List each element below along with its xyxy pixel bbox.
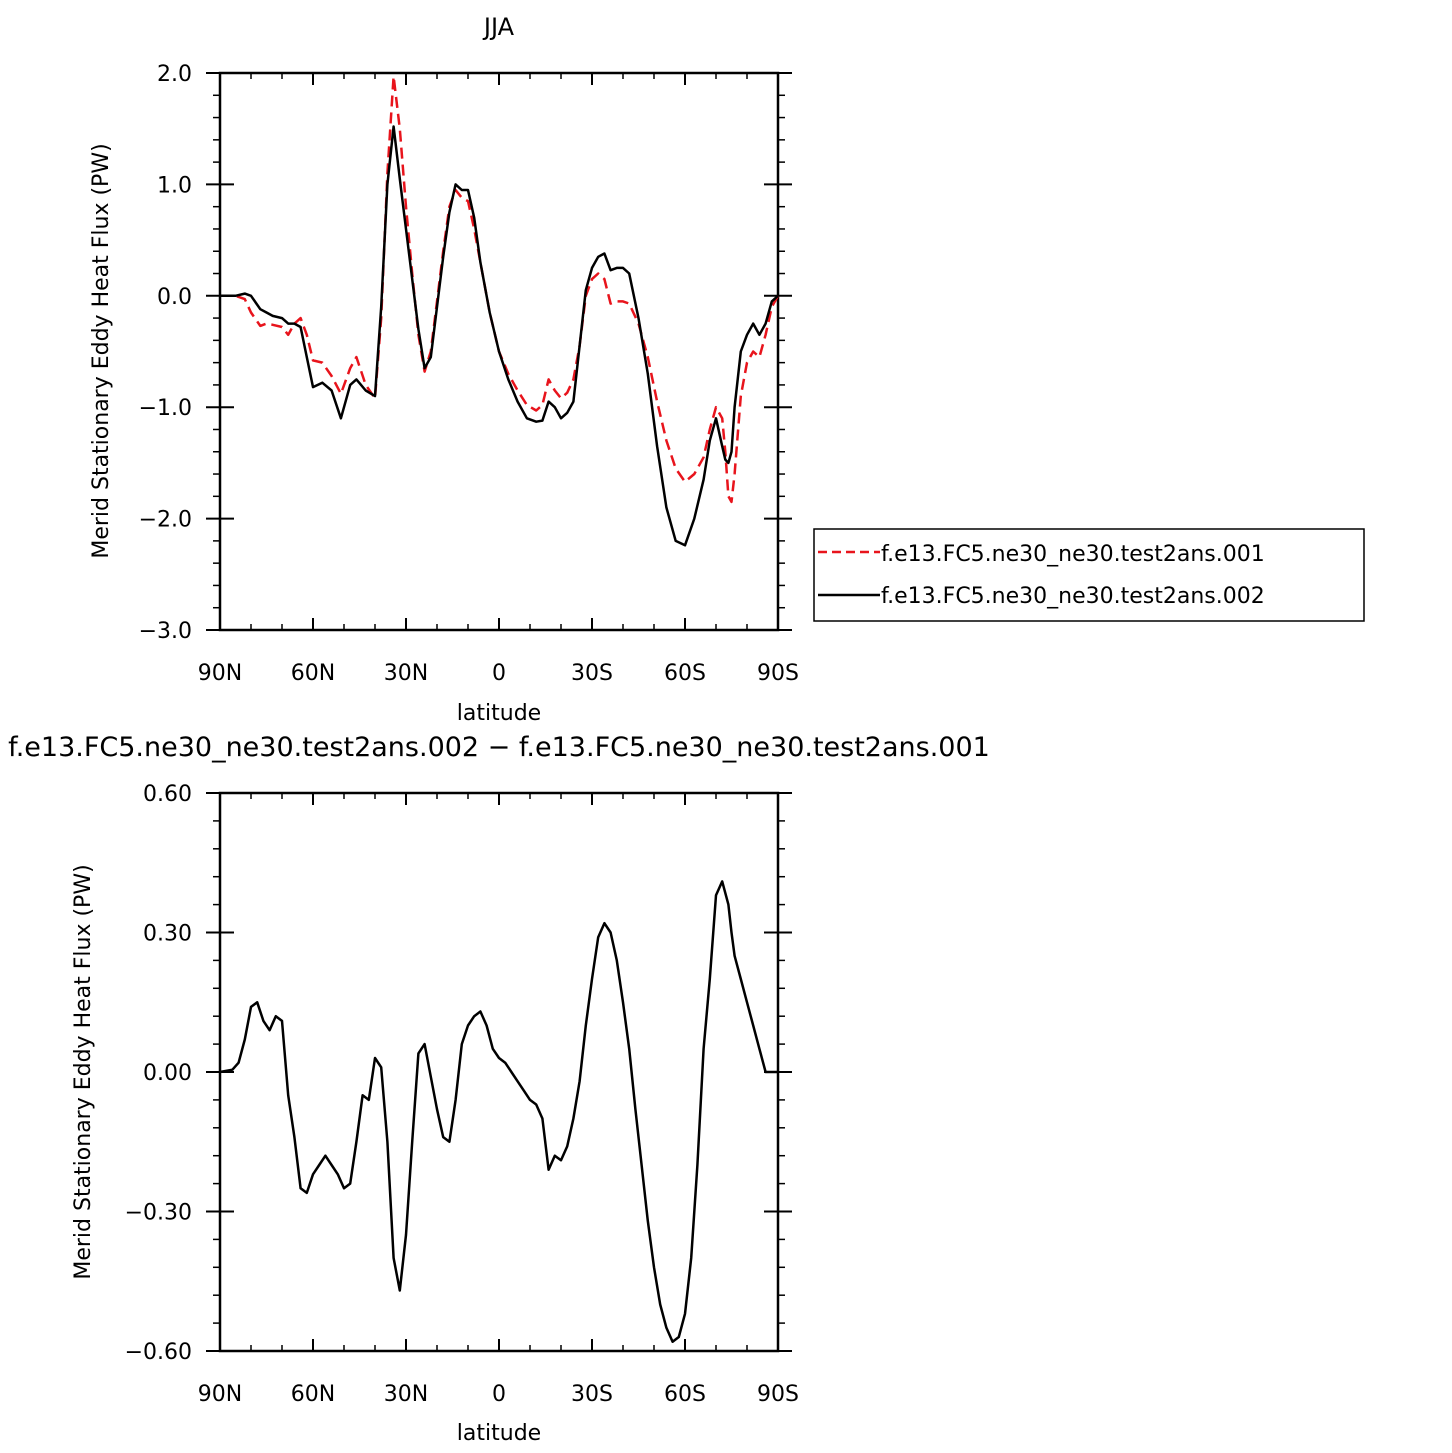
y-tick-label: −0.30 — [125, 1201, 192, 1226]
x-tick-label: 30N — [384, 1382, 428, 1407]
top-panel-y-axis-label: Merid Stationary Eddy Heat Flux (PW) — [89, 143, 114, 558]
x-tick-label: 60N — [291, 661, 335, 686]
x-tick-label: 90S — [757, 661, 799, 686]
y-tick-label: 0.0 — [157, 285, 192, 310]
x-tick-label: 60S — [664, 1382, 706, 1407]
top-plot-area: 90N 60N 30N 0 30S 60S 90S −3.0 −2.0 −1.0 0.0 1.0 2.0 — [139, 62, 799, 686]
bottom-panel-title: f.e13.FC5.ne30_ne30.test2ans.002 − f.e13… — [8, 732, 990, 763]
legend-label-series-1: f.e13.FC5.ne30_ne30.test2ans.001 — [881, 542, 1265, 567]
x-tick-label: 60S — [664, 661, 706, 686]
bottom-panel: f.e13.FC5.ne30_ne30.test2ans.002 − f.e13… — [8, 732, 990, 1446]
y-tick-label: −3.0 — [139, 619, 192, 644]
x-tick-label: 30S — [571, 1382, 613, 1407]
bottom-plot-area: 90N 60N 30N 0 30S 60S 90S −0.60 −0.30 0.00 0.30 0.6… — [125, 782, 799, 1407]
bottom-panel-y-axis-label: Merid Stationary Eddy Heat Flux (PW) — [71, 864, 96, 1279]
legend: f.e13.FC5.ne30_ne30.test2ans.001 f.e13.F… — [813, 528, 1365, 622]
x-tick-label: 90N — [198, 1382, 242, 1407]
x-tick-label: 90N — [198, 661, 242, 686]
series-line-1 — [219, 880, 778, 1343]
series-line-2 — [220, 125, 779, 547]
y-tick-label: −2.0 — [139, 508, 192, 533]
x-tick-label: 30S — [571, 661, 613, 686]
series-line-1 — [220, 75, 780, 504]
x-tick-label: 90S — [757, 1382, 799, 1407]
x-tick-label: 60N — [291, 1382, 335, 1407]
y-tick-label: −0.60 — [125, 1340, 192, 1365]
bottom-panel-x-axis-label: latitude — [457, 1421, 541, 1446]
x-tick-label: 0 — [492, 1382, 506, 1407]
y-tick-label: 0.00 — [143, 1061, 192, 1086]
top-panel: JJA Merid Stationary Eddy Heat Flux (PW)… — [89, 13, 1365, 726]
y-tick-label: 2.0 — [157, 62, 192, 87]
plot-frame — [218, 791, 780, 1353]
y-tick-label: 1.0 — [157, 173, 192, 198]
y-tick-label: 0.30 — [143, 922, 192, 947]
x-tick-label: 30N — [384, 661, 428, 686]
legend-box — [813, 528, 1365, 622]
top-panel-x-axis-label: latitude — [457, 701, 541, 726]
x-tick-label: 0 — [492, 661, 506, 686]
y-tick-label: 0.60 — [143, 782, 192, 807]
y-tick-label: −1.0 — [139, 396, 192, 421]
top-panel-title: JJA — [482, 13, 515, 41]
legend-label-series-2: f.e13.FC5.ne30_ne30.test2ans.002 — [881, 584, 1265, 609]
